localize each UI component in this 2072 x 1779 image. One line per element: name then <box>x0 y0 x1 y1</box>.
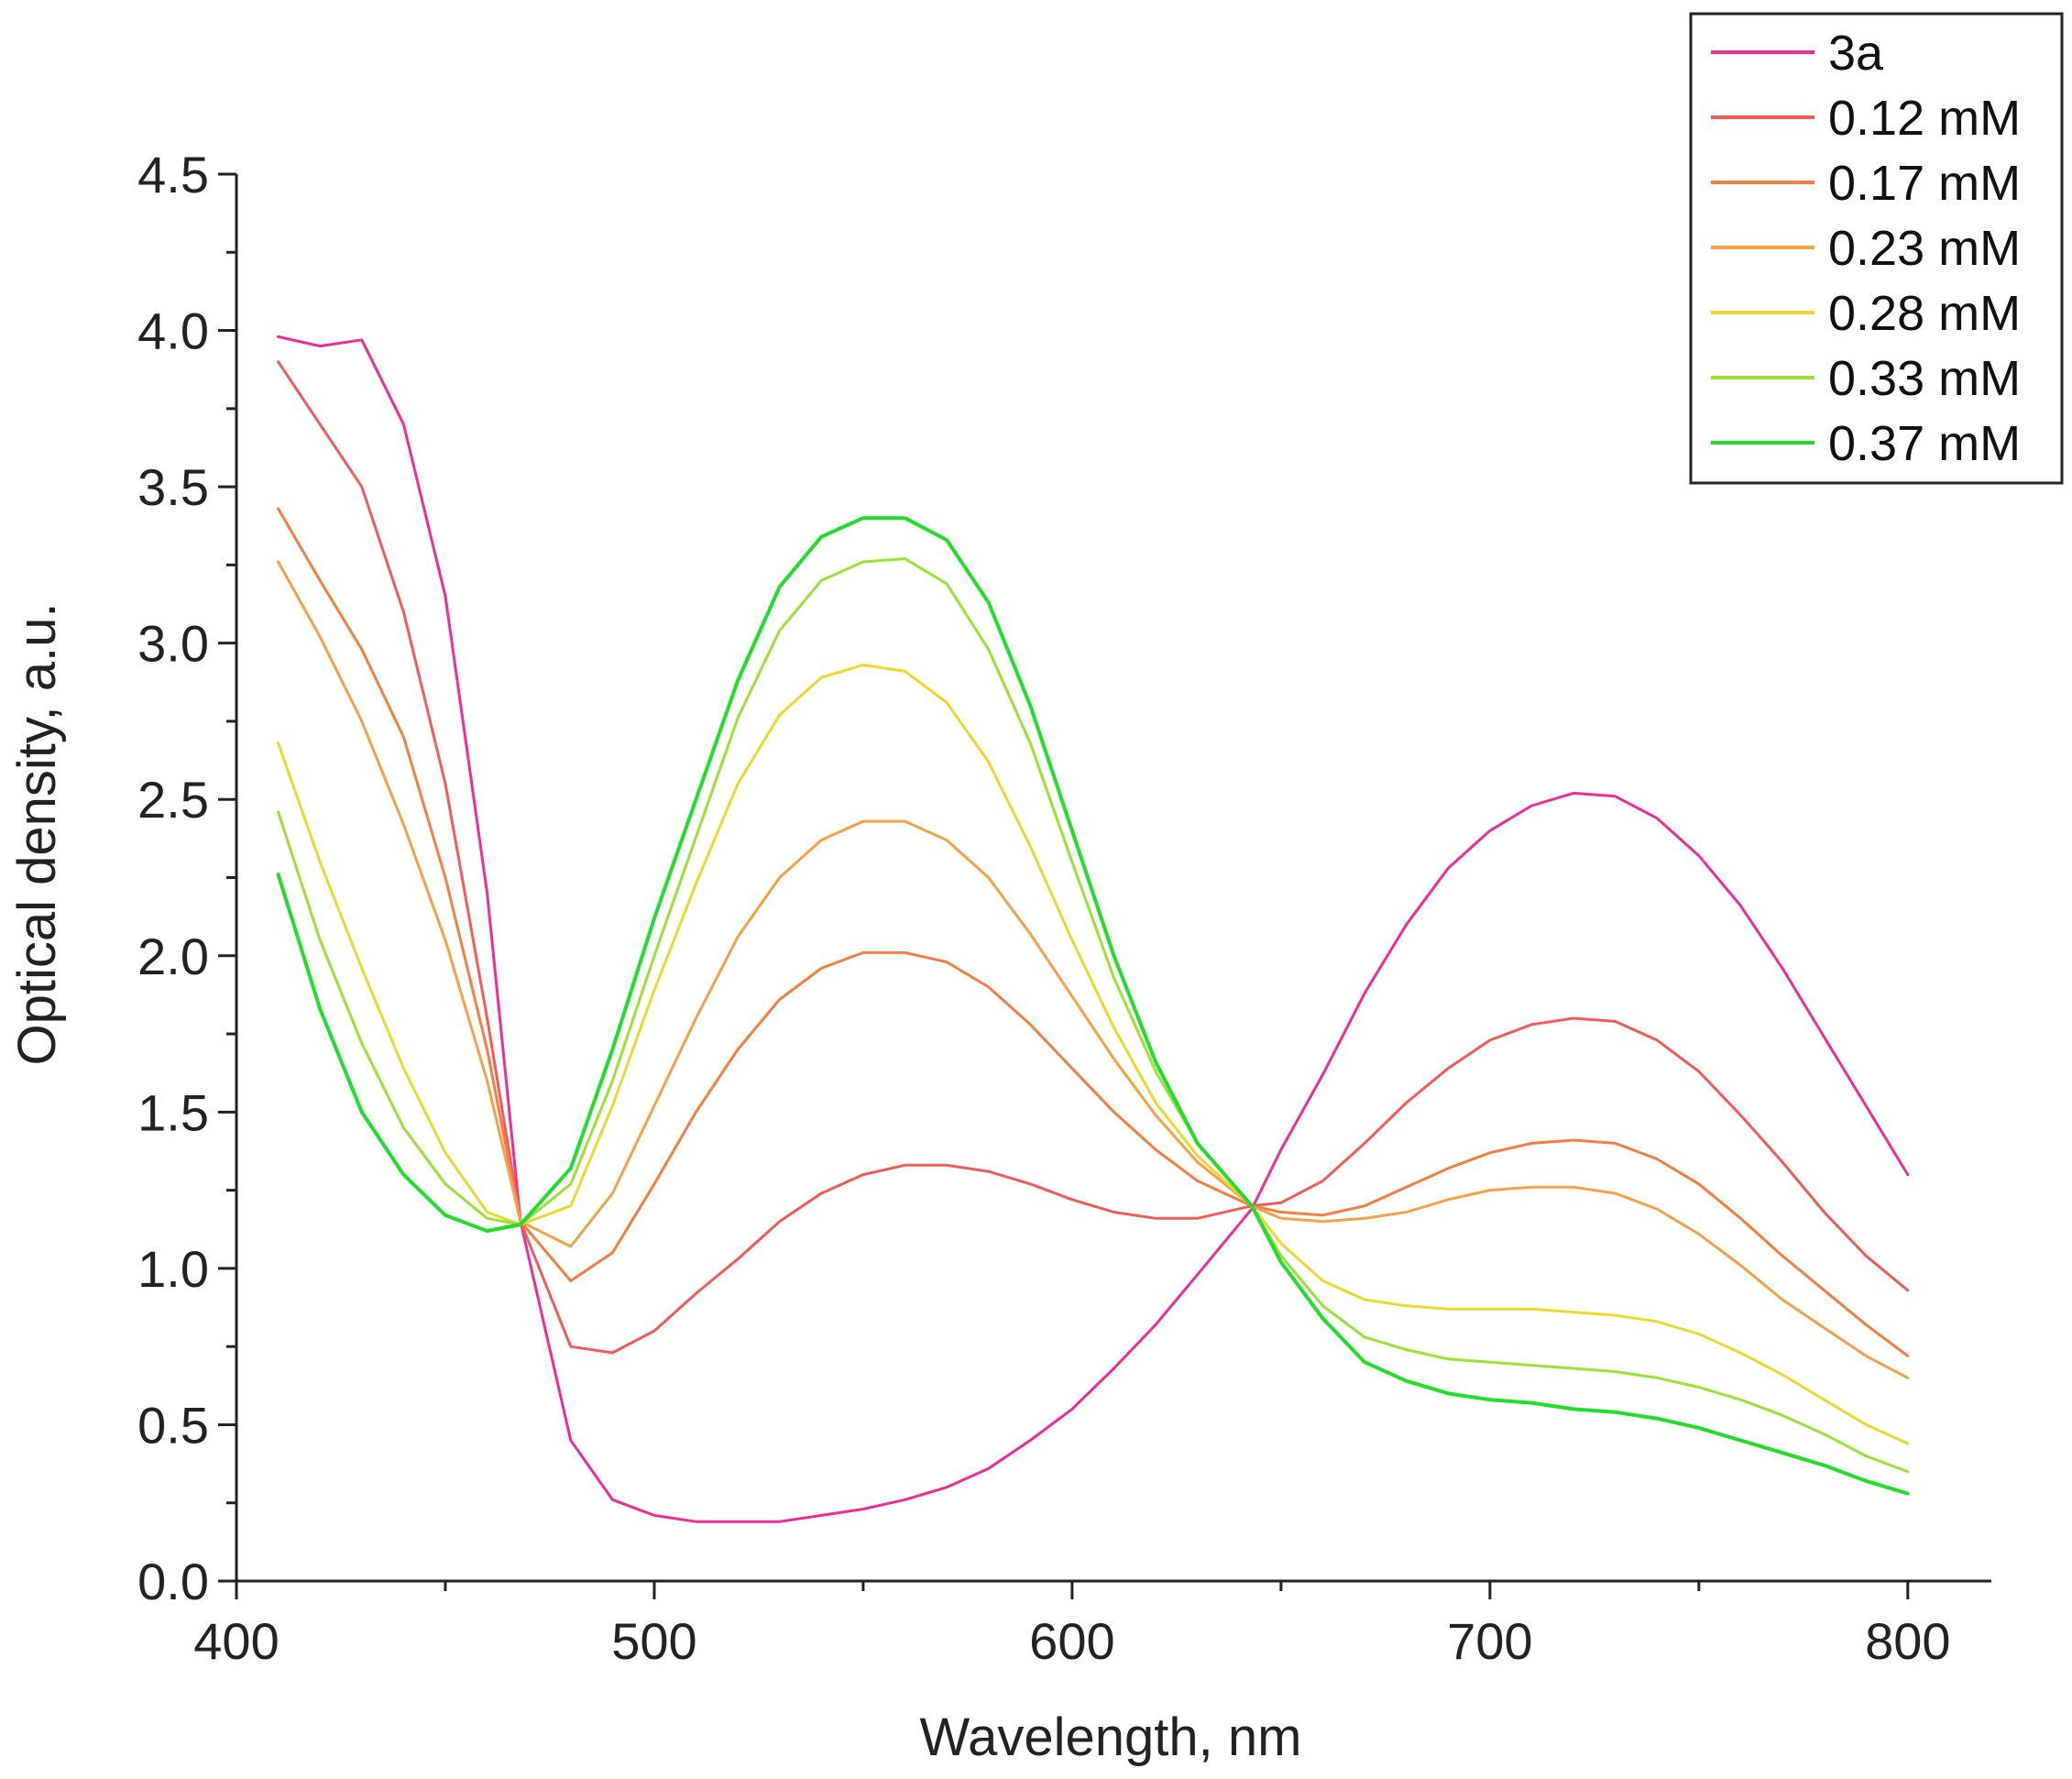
series-line-7 <box>276 516 1910 1496</box>
legend-label: 0.28 mM <box>1828 286 2021 341</box>
y-tick-label: 1.5 <box>137 1083 209 1141</box>
y-tick-label: 3.0 <box>137 615 209 673</box>
legend-label: 3a <box>1828 26 1884 81</box>
legend-label: 0.37 mM <box>1828 416 2021 471</box>
axes: 400 500 600 700 800 0.0 0.5 1.0 1.5 2.0 2.5 3.0 3.5 4… <box>137 146 1991 1670</box>
x-tick-label: 700 <box>1447 1612 1532 1670</box>
series-lines <box>276 335 1910 1523</box>
y-tick-label: 0.5 <box>137 1396 209 1454</box>
series-line-6 <box>277 557 1910 1474</box>
series-line-2 <box>277 360 1910 1355</box>
y-axis-label: Optical density, a.u. <box>7 602 67 1065</box>
legend: 3a 0.12 mM 0.17 mM 0.23 mM 0.28 mM 0.33 mM 0.3… <box>1689 12 2064 485</box>
y-tick-label: 4.5 <box>137 146 209 203</box>
y-tick-label: 2.0 <box>137 928 209 985</box>
x-tick-label: 400 <box>193 1612 279 1670</box>
legend-label: 0.12 mM <box>1828 91 2021 146</box>
x-axis-label: Wavelength, nm <box>920 1708 1302 1767</box>
legend-label: 0.33 mM <box>1828 351 2021 406</box>
series-line-5 <box>277 664 1910 1445</box>
y-tick-label: 1.0 <box>137 1240 209 1298</box>
x-tick-label: 800 <box>1865 1612 1950 1670</box>
series-line-1 <box>277 335 1910 1523</box>
y-tick-label: 2.5 <box>137 771 209 829</box>
y-tick-label: 0.0 <box>137 1553 209 1610</box>
series-line-4 <box>277 560 1910 1379</box>
y-tick-label: 3.5 <box>137 458 209 516</box>
legend-label: 0.17 mM <box>1828 156 2021 211</box>
x-tick-label: 600 <box>1029 1612 1114 1670</box>
series-line-3 <box>277 507 1910 1357</box>
y-tick-label: 4.0 <box>137 302 209 360</box>
legend-label: 0.23 mM <box>1828 221 2021 276</box>
x-tick-label: 500 <box>611 1612 696 1670</box>
